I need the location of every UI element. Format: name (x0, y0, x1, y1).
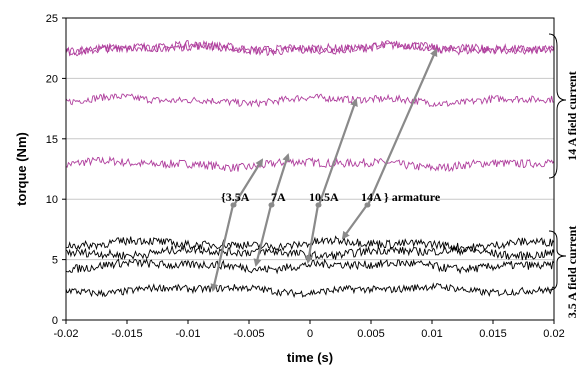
series-line-14A-14A (65, 40, 555, 56)
annotation-arrow (317, 98, 358, 206)
x-tick-label: 0.01 (421, 328, 442, 340)
x-tick-label: 0 (307, 328, 313, 340)
annotation-armature-3-5: {3.5A (221, 190, 250, 204)
series-layer (65, 40, 555, 298)
annotation-arrow-origin (231, 202, 237, 208)
x-axis-title: time (s) (287, 350, 333, 365)
annotation-armature-10-5: 10.5A (309, 190, 339, 204)
annotation-armature-14: 14A } armature (361, 190, 441, 204)
y-tick-label: 20 (46, 73, 58, 85)
annotation-arrows (210, 48, 438, 292)
series-line-14A-3_5A (65, 155, 555, 173)
bracket-low-field-label: 3.5 A field current (565, 226, 579, 318)
x-tick-label: 0.005 (357, 328, 385, 340)
series-line-14A-10_5A (65, 40, 555, 57)
y-tick-label: 10 (46, 194, 58, 206)
x-tick-label: 0.015 (479, 328, 507, 340)
axis-ticks: 0 5 10 15 20 25 -0.02 -0.015 -0.01 -0.005 0 0.005 0.… (46, 13, 565, 340)
annotation-arrow (305, 204, 320, 264)
plot-area-frame (65, 17, 555, 321)
x-tick-label: 0.02 (543, 328, 564, 340)
x-tick-label: -0.015 (111, 328, 142, 340)
annotation-arrow (210, 204, 235, 292)
annotation-arrow (270, 153, 290, 206)
y-axis-title: torque (Nm) (14, 132, 29, 206)
series-line-35A-7A (65, 258, 555, 275)
y-tick-label: 0 (52, 315, 58, 327)
y-tick-label: 15 (46, 134, 58, 146)
y-tick-label: 25 (46, 13, 58, 25)
annotation-arrow (253, 204, 273, 267)
x-tick-label: -0.02 (53, 328, 78, 340)
x-tick-label: -0.005 (233, 328, 264, 340)
y-tick-label: 5 (52, 255, 58, 267)
x-tick-label: -0.01 (175, 328, 200, 340)
annotation-arrow (233, 158, 264, 206)
annotation-arrow (366, 48, 438, 206)
gridlines (66, 77, 554, 261)
annotation-arrow (341, 204, 368, 240)
annotation-armature-7: 7A (271, 190, 286, 204)
bracket-low-field (548, 230, 567, 291)
annotation-arrow-origin (365, 202, 371, 208)
annotation-arrow-origin (316, 202, 322, 208)
series-line-14A-7A (65, 93, 555, 108)
annotation-arrow-origin (269, 202, 275, 208)
bracket-high-field (548, 33, 567, 179)
series-line-35A-3_5A (65, 282, 555, 298)
bracket-high-field-label: 14 A field current (565, 71, 579, 160)
